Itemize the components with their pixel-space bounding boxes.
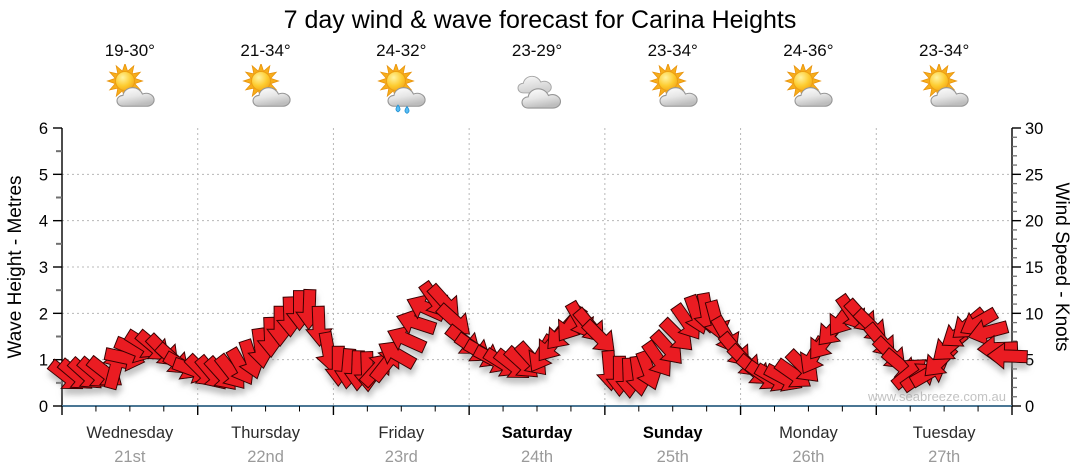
day-date-label: 27th (928, 448, 960, 466)
cloud (387, 87, 426, 107)
weather-icon-cloudy (517, 75, 562, 109)
day-forecast-sunday: 23-34° (621, 41, 725, 114)
left-tick-label: 4 (39, 213, 48, 231)
left-tick-label: 2 (39, 305, 48, 323)
day-date-label: 22nd (247, 448, 284, 466)
day-date-label: 23rd (385, 448, 418, 466)
weather-icon-holder (756, 64, 860, 114)
right-tick-label: 30 (1025, 120, 1043, 138)
right-tick-label: 10 (1025, 305, 1043, 323)
day-name-label: Thursday (231, 424, 301, 442)
watermark: www.seabreeze.com.au (867, 389, 1006, 404)
temp-range: 23-34° (919, 41, 970, 60)
weather-icon-sun-cloud (648, 64, 698, 107)
temp-range: 23-29° (511, 41, 563, 60)
day-name-label: Sunday (643, 424, 703, 442)
right-tick-label: 15 (1025, 259, 1043, 277)
weather-icon-sun-cloud (106, 64, 155, 107)
right-tick-label: 25 (1025, 166, 1043, 184)
temp-range: 21-34° (240, 41, 291, 60)
weather-icon-sun-cloud (920, 64, 969, 107)
weather-icon-holder (485, 64, 589, 114)
day-forecast-wednesday: 19-30° (78, 41, 182, 114)
day-forecast-saturday: 23-29° (485, 41, 589, 114)
weather-icon-holder (621, 64, 725, 114)
day-name-label: Wednesday (86, 424, 174, 442)
front-cloud (521, 88, 562, 109)
raindrop-icon (404, 105, 410, 114)
temp-range: 24-32° (376, 41, 427, 60)
raindrop-icon (395, 104, 401, 113)
day-forecast-monday: 24-36° (756, 41, 860, 114)
wind-arrow (986, 341, 1028, 370)
day-name-label: Friday (378, 424, 425, 442)
day-date-label: 26th (792, 448, 824, 466)
day-labels: Wednesday 21st Thursday 22nd Friday 23rd Satur… (86, 424, 976, 466)
cloud (116, 87, 155, 107)
day-date-label: 25th (657, 448, 689, 466)
page-title: 7 day wind & wave forecast for Carina He… (283, 6, 797, 34)
left-tick-label: 0 (39, 398, 48, 416)
left-tick-label: 1 (39, 352, 48, 370)
day-name-label: Monday (779, 424, 838, 442)
day-date-label: 24th (521, 448, 553, 466)
wind-arrow (378, 340, 418, 370)
temp-range: 23-34° (647, 41, 698, 60)
cloud (252, 87, 291, 107)
wind-arrow-series (46, 279, 1028, 400)
wind-arrow (387, 325, 428, 354)
right-tick-label: 20 (1025, 213, 1043, 231)
weather-icon-sun-cloud (784, 64, 834, 107)
right-tick-label: 0 (1025, 398, 1034, 416)
day-forecast-tuesday: 23-34° (892, 41, 996, 114)
wind-arrow (580, 318, 615, 353)
right-tick-label: 5 (1025, 352, 1034, 370)
weather-icon-sun-cloud-rain (377, 64, 426, 114)
left-tick-label: 3 (39, 259, 48, 277)
back-cloud (517, 75, 552, 94)
temp-range: 19-30° (104, 41, 155, 60)
wind-arrow (395, 308, 438, 336)
cloud (794, 87, 834, 107)
day-name-label: Tuesday (913, 424, 976, 442)
weather-icon-holder (214, 64, 318, 114)
temp-range: 24-36° (783, 41, 834, 60)
weather-icon-sun-cloud (241, 64, 291, 107)
left-tick-label: 6 (39, 120, 48, 138)
axes: 0 1 2 3 4 5 6 0 5 10 15 20 25 30 (39, 120, 1044, 416)
cloud (659, 87, 698, 107)
day-date-label: 21st (114, 448, 146, 466)
wind-arrow (967, 319, 1010, 347)
weather-icon-holder (349, 64, 453, 114)
day-forecast-thursday: 21-34° (214, 41, 318, 114)
cloud (930, 87, 969, 107)
left-tick-label: 5 (39, 166, 48, 184)
weather-icon-holder (78, 64, 182, 114)
day-name-label: Saturday (502, 424, 573, 442)
weather-icon-holder (892, 64, 996, 114)
day-forecast-friday: 24-32° (349, 41, 453, 114)
